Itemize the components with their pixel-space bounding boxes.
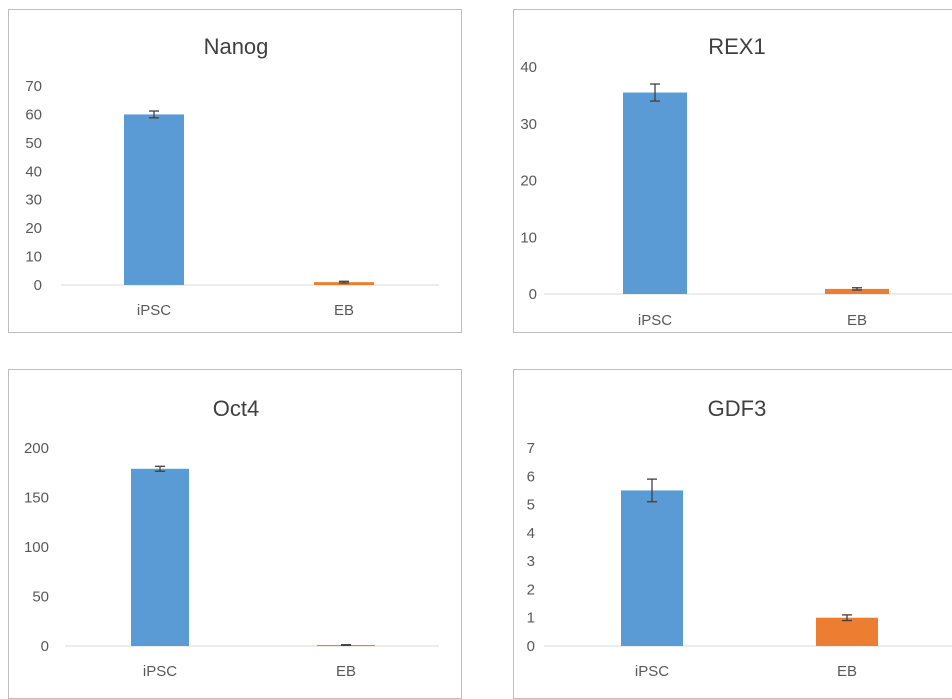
bar-eb: [816, 617, 878, 646]
chart-oct4: Oct4 0 50 100 150 200 iPSC EB: [24, 396, 439, 680]
chart-title: REX1: [708, 34, 765, 59]
y-tick-label: 100: [24, 539, 49, 556]
y-tick-label: 0: [529, 286, 537, 303]
y-tick-label: 10: [25, 249, 42, 266]
chart-title: Oct4: [213, 396, 259, 421]
y-tick-label: 5: [527, 497, 535, 514]
y-tick-label: 40: [25, 163, 42, 180]
chart-panel-nanog: Nanog 0 10 20 30 40 50 60 70 iPSC EB: [8, 9, 462, 333]
y-tick-label: 0: [41, 638, 49, 655]
x-category-label: iPSC: [137, 302, 171, 319]
y-tick-label: 0: [34, 277, 42, 294]
chart-title: GDF3: [708, 396, 767, 421]
x-category-label: EB: [837, 663, 857, 680]
y-tick-label: 10: [520, 229, 537, 246]
x-category-label: EB: [336, 663, 356, 680]
y-tick-label: 3: [527, 553, 535, 570]
x-category-label: iPSC: [635, 663, 669, 680]
x-category-label: iPSC: [143, 663, 177, 680]
y-tick-label: 60: [25, 106, 42, 123]
y-tick-label: 30: [25, 192, 42, 209]
y-tick-label: 20: [520, 173, 537, 190]
y-tick-label: 150: [24, 490, 49, 507]
y-tick-label: 30: [520, 116, 537, 133]
chart-panel-oct4: Oct4 0 50 100 150 200 iPSC EB: [8, 369, 462, 699]
bar-ipsc: [621, 490, 683, 646]
x-category-label: EB: [334, 302, 354, 319]
chart-rex1: REX1 0 10 20 30 40 iPSC EB: [520, 34, 952, 329]
y-tick-label: 2: [527, 581, 535, 598]
y-tick-label: 40: [520, 59, 537, 76]
bar-ipsc: [623, 92, 687, 294]
y-tick-label: 20: [25, 220, 42, 237]
x-category-label: iPSC: [638, 312, 672, 329]
chart-gdf3: GDF3 0 1 2 3 4 5 6 7 iPSC EB: [527, 396, 952, 680]
y-tick-label: 1: [527, 610, 535, 627]
chart-panel-rex1: REX1 0 10 20 30 40 iPSC EB: [513, 9, 952, 333]
y-tick-label: 4: [527, 525, 535, 542]
x-category-label: EB: [847, 312, 867, 329]
y-tick-label: 200: [24, 440, 49, 457]
y-tick-label: 6: [527, 468, 535, 485]
y-tick-label: 50: [32, 589, 49, 606]
y-tick-label: 7: [527, 440, 535, 457]
chart-title: Nanog: [204, 34, 269, 59]
y-tick-label: 70: [25, 78, 42, 95]
chart-panel-gdf3: GDF3 0 1 2 3 4 5 6 7 iPSC EB: [513, 369, 952, 699]
y-tick-label: 0: [527, 638, 535, 655]
y-tick-label: 50: [25, 135, 42, 152]
chart-nanog: Nanog 0 10 20 30 40 50 60 70 iPSC EB: [25, 34, 439, 319]
bar-ipsc: [124, 114, 184, 285]
bar-ipsc: [131, 468, 189, 646]
bar-eb: [825, 288, 889, 294]
